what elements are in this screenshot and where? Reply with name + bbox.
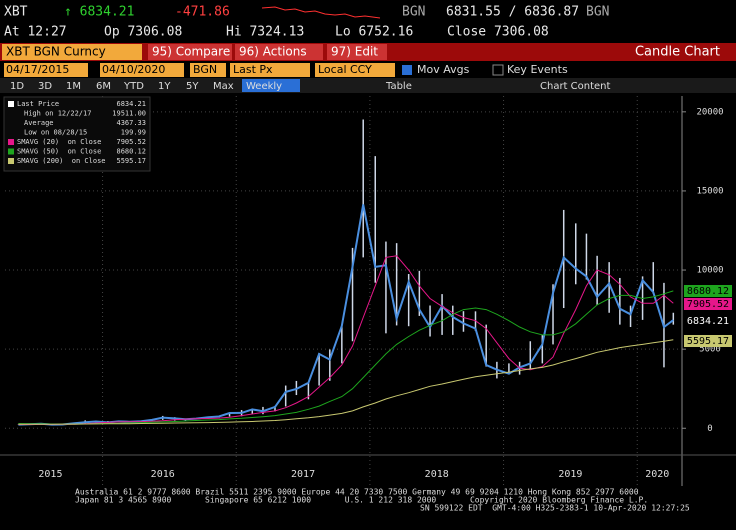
y-tick-label: 15000 — [696, 186, 723, 196]
input[interactable] — [190, 63, 226, 77]
y-tick-label: 0 — [707, 424, 712, 434]
checkbox[interactable] — [402, 65, 412, 75]
value-tag-label: 8680.12 — [687, 286, 729, 297]
legend-value: 4367.33 — [116, 119, 146, 127]
time: At 12:27 — [4, 25, 67, 40]
chart-title: Candle Chart — [635, 45, 720, 60]
period-button[interactable]: YTD — [123, 81, 144, 92]
period-button[interactable]: 1M — [66, 81, 81, 92]
value-tag — [684, 298, 732, 310]
value-tag — [684, 285, 732, 297]
open: Op 7306.08 — [104, 25, 182, 40]
input[interactable] — [230, 63, 310, 77]
x-tick-label: 2019 — [558, 469, 582, 480]
y-tick-label: 5000 — [699, 345, 721, 355]
legend-label: SMAVG (20) on Close — [17, 138, 101, 146]
legend-swatch — [8, 101, 14, 107]
period-bar — [0, 78, 736, 93]
last-price: ↑ 6834.21 — [64, 5, 134, 20]
input[interactable] — [315, 63, 395, 77]
legend-label: High on 12/22/17 — [24, 110, 91, 118]
period-button[interactable]: 1Y — [158, 81, 171, 92]
currency[interactable]: Local CCY — [318, 63, 372, 76]
security-box[interactable] — [2, 44, 142, 60]
x-tick-label: 2016 — [151, 469, 175, 480]
x-tick-label: 2017 — [291, 469, 315, 480]
input[interactable] — [4, 63, 88, 77]
mov-avgs[interactable]: Mov Avgs — [417, 63, 470, 76]
ticker: XBT — [4, 5, 28, 20]
table[interactable]: Table — [385, 81, 412, 92]
value-tag-label: 6834.21 — [687, 316, 729, 327]
legend-swatch — [8, 148, 14, 155]
checkbox[interactable] — [492, 64, 504, 76]
high: Hi 7324.13 — [226, 25, 304, 40]
end-date[interactable]: 04/10/2020 — [102, 63, 165, 76]
period-button[interactable]: 1D — [10, 81, 24, 92]
legend-swatch — [8, 158, 14, 164]
legend-value: 6834.21 — [116, 100, 146, 108]
period-button[interactable]: 3D — [38, 81, 52, 92]
moving-average — [18, 255, 674, 425]
footer: SN 599122 EDT GMT-4:00 H325-2383-1 10-Ap… — [420, 504, 690, 513]
legend-value: 8680.12 — [116, 148, 146, 156]
value-tag — [684, 335, 732, 347]
x-tick-label: 2020 — [645, 469, 669, 480]
chart-content[interactable]: Chart Content — [540, 81, 611, 92]
legend-value: 199.99 — [121, 129, 146, 137]
low: Lo 6752.16 — [335, 25, 413, 40]
legend-label: Low on 08/28/15 — [24, 129, 87, 137]
legend-label: Last Price — [17, 100, 59, 108]
legend-box — [3, 96, 151, 172]
value-tag-label: 7905.52 — [687, 299, 729, 310]
legend-swatch — [8, 139, 14, 145]
x-tick-label: 2018 — [425, 469, 449, 480]
legend-value: 7905.52 — [116, 138, 146, 146]
key-events[interactable]: Key Events — [507, 63, 568, 76]
bid-ask: 6831.55 / 6836.87 — [446, 5, 579, 20]
source: BGN — [402, 5, 425, 20]
field[interactable]: Last Px — [233, 63, 273, 76]
legend-label: Average — [24, 119, 54, 127]
moving-average — [18, 339, 674, 425]
pricing[interactable]: BGN — [193, 63, 217, 76]
footer: Japan 81 3 4565 8900 Singapore 65 6212 1… — [75, 496, 648, 505]
moving-average — [18, 290, 674, 425]
security: XBT BGN Curncy — [6, 45, 106, 59]
button[interactable] — [148, 44, 232, 60]
x-tick-label: 2015 — [38, 469, 62, 480]
value-tag — [684, 315, 732, 327]
legend-value: 19511.00 — [112, 110, 146, 118]
legend-label: SMAVG (200) on Close — [17, 157, 106, 165]
close: Close 7306.08 — [447, 25, 549, 40]
footer: Australia 61 2 9777 8600 Brazil 5511 239… — [75, 488, 639, 497]
y-tick-label: 10000 — [696, 266, 723, 276]
button[interactable] — [327, 44, 387, 60]
change: -471.86 — [175, 5, 230, 20]
button[interactable] — [235, 44, 323, 60]
legend-label: SMAVG (50) on Close — [17, 148, 101, 156]
y-tick-label: 20000 — [696, 107, 723, 117]
compare[interactable]: 95) Compare — [152, 45, 230, 59]
edit[interactable]: 97) Edit — [331, 45, 378, 59]
period-button[interactable]: Max — [213, 81, 234, 92]
legend-value: 5595.17 — [116, 157, 146, 165]
frequency[interactable]: Weekly — [246, 81, 282, 92]
period-button[interactable]: 5Y — [186, 81, 199, 92]
input[interactable] — [100, 63, 184, 77]
value-tag-label: 5595.17 — [687, 336, 729, 347]
frequency-box[interactable] — [242, 79, 300, 92]
period-button[interactable]: 6M — [96, 81, 111, 92]
start-date[interactable]: 04/17/2015 — [6, 63, 69, 76]
source: BGN — [586, 5, 609, 20]
sparkline — [261, 6, 381, 19]
actions[interactable]: 96) Actions — [239, 45, 307, 59]
